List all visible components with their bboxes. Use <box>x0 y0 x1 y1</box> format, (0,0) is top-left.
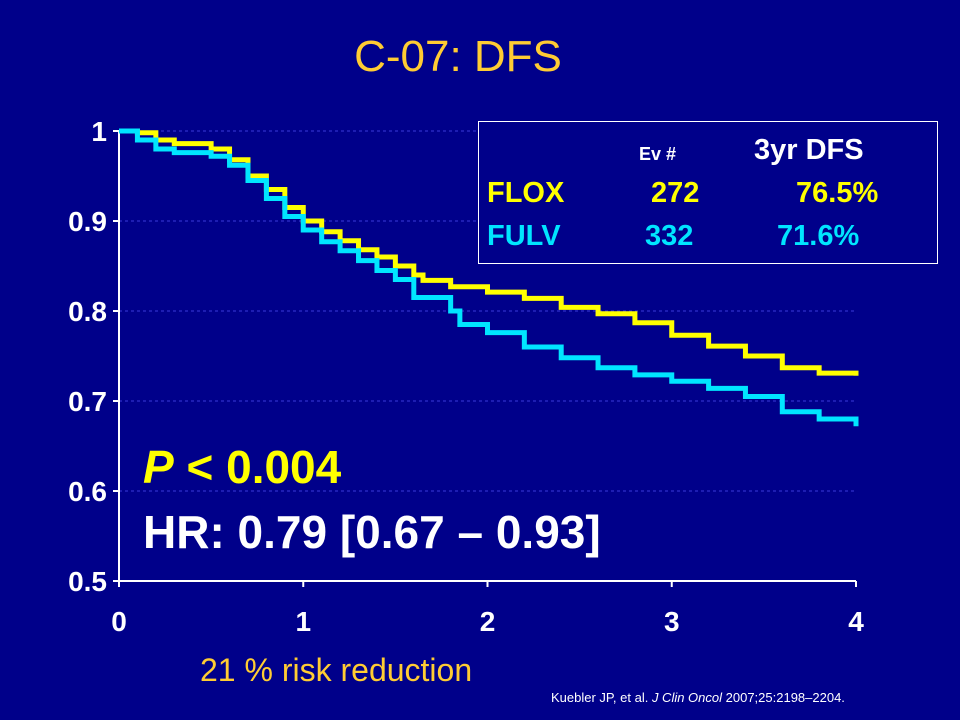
citation-authors: Kuebler JP, et al. <box>551 690 652 705</box>
y-tick-label: 0.5 <box>68 566 107 597</box>
citation-journal: J Clin Oncol <box>651 690 723 705</box>
y-tick-label: 0.9 <box>68 206 107 237</box>
series-lines <box>119 128 859 427</box>
citation: Kuebler JP, et al. J Clin Oncol 2007;25:… <box>551 690 845 705</box>
x-tick-label: 3 <box>664 606 680 637</box>
events-count: 272 <box>651 177 700 209</box>
y-tick-label: 0.6 <box>68 476 107 507</box>
series-name: FLOX <box>487 177 565 209</box>
series-line-fulv <box>119 128 859 427</box>
y-tick-label: 0.8 <box>68 296 107 327</box>
risk-reduction: 21 % risk reduction <box>200 652 473 688</box>
x-tick-label: 4 <box>848 606 864 637</box>
events-header: Ev # <box>639 144 677 164</box>
citation-details: 2007;25:2198–2204. <box>722 690 845 705</box>
slide-title: C-07: DFS <box>354 32 562 81</box>
x-tick-label: 0 <box>111 606 127 637</box>
dfs-header: 3yr DFS <box>754 134 864 166</box>
y-tick-label: 0.7 <box>68 386 107 417</box>
events-count: 332 <box>645 220 694 252</box>
axes <box>113 130 857 587</box>
series-line-flox <box>119 128 859 376</box>
x-tick-label: 2 <box>480 606 496 637</box>
p-value: P < 0.004 <box>143 440 341 494</box>
tick-labels: 0.5 0.6 0.7 0.8 0.9 1 0 1 2 3 4 <box>68 116 864 637</box>
events-table: Ev # 3yr DFS FLOX 272 76.5% FULV 332 71.… <box>478 121 938 264</box>
p-value-text: < 0.004 <box>173 441 342 493</box>
x-tick-label: 1 <box>295 606 311 637</box>
dfs-value: 76.5% <box>796 177 879 209</box>
hazard-ratio: HR: 0.79 [0.67 – 0.93] <box>143 506 601 558</box>
dfs-value: 71.6% <box>777 220 860 252</box>
y-tick-label: 1 <box>91 116 107 147</box>
p-symbol: P <box>143 441 174 493</box>
series-name: FULV <box>487 220 561 252</box>
